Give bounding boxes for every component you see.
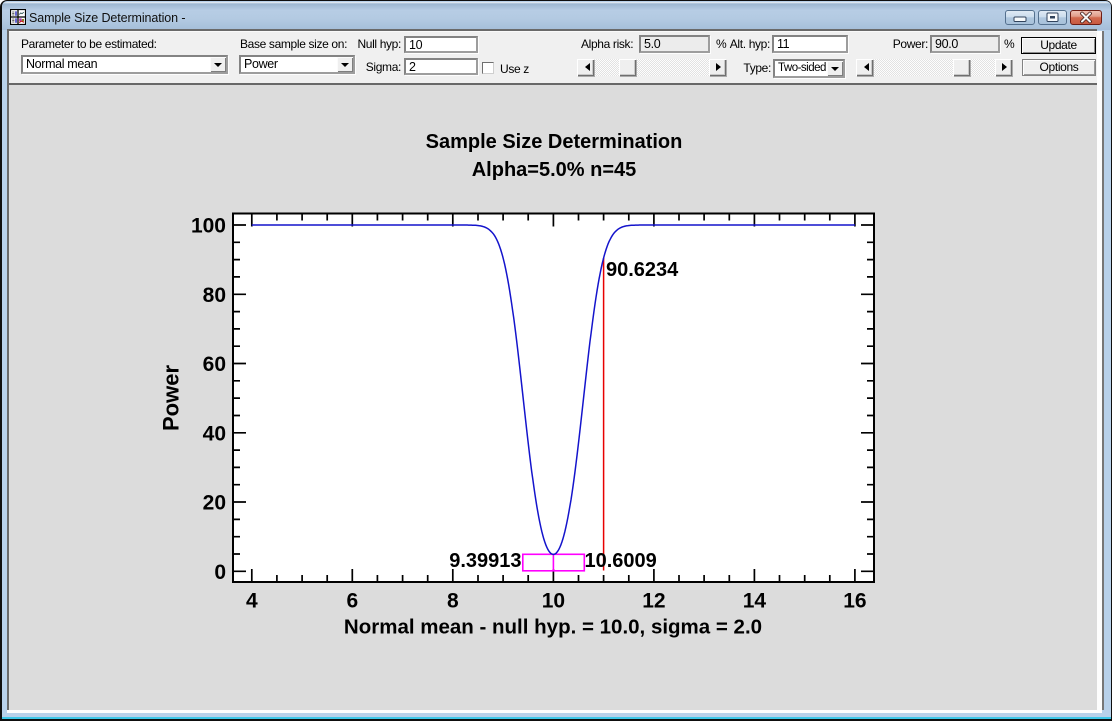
svg-text:Power: Power	[159, 365, 184, 431]
svg-text:80: 80	[203, 284, 226, 307]
svg-text:0: 0	[214, 561, 226, 584]
svg-text:10.6009: 10.6009	[585, 550, 657, 572]
svg-text:9.39913: 9.39913	[449, 550, 521, 572]
svg-text:14: 14	[743, 590, 767, 613]
svg-text:Alpha=5.0% n=45: Alpha=5.0% n=45	[472, 159, 637, 181]
svg-text:Normal mean - null hyp. = 10.0: Normal mean - null hyp. = 10.0, sigma = …	[344, 616, 762, 639]
svg-text:12: 12	[642, 590, 665, 613]
svg-text:4: 4	[246, 590, 258, 613]
svg-text:90.6234: 90.6234	[606, 259, 679, 281]
svg-text:Sample Size Determination: Sample Size Determination	[426, 131, 683, 153]
svg-text:40: 40	[203, 423, 226, 446]
svg-text:60: 60	[203, 353, 226, 376]
svg-text:10: 10	[542, 590, 565, 613]
svg-text:100: 100	[191, 215, 226, 238]
svg-text:20: 20	[203, 492, 226, 515]
svg-text:8: 8	[447, 590, 459, 613]
svg-text:6: 6	[346, 590, 358, 613]
svg-text:16: 16	[843, 590, 866, 613]
